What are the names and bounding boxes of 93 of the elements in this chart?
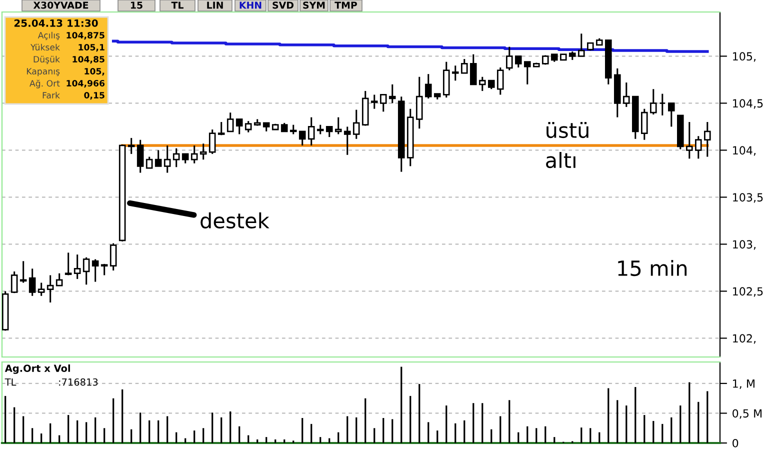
- candlestick: [659, 93, 666, 116]
- candlestick: [64, 252, 72, 276]
- y-tick-label: 0,5 M: [732, 409, 762, 419]
- candlestick: [388, 84, 396, 104]
- text: KHN: [240, 2, 262, 9]
- text: X30YVADE: [33, 2, 88, 9]
- y-tick-label: 104,: [733, 146, 756, 156]
- candlestick: [208, 128, 216, 155]
- candlestick: [622, 82, 630, 108]
- annotation: 104,85: [72, 56, 104, 64]
- y-tick-label: 102,5: [733, 287, 763, 297]
- candlestick: [236, 118, 243, 135]
- candlestick: [506, 46, 513, 72]
- annotation: 105,: [84, 68, 104, 76]
- candlestick: [154, 149, 162, 167]
- candlestick: [308, 116, 315, 146]
- y-tick-label: 1, M: [733, 380, 754, 389]
- candlestick: [695, 135, 702, 160]
- y-tick-label: 105,: [733, 52, 756, 62]
- candlestick: [20, 260, 27, 284]
- candlestick: [28, 268, 36, 297]
- annotation: Açılış: [38, 32, 60, 40]
- annotation: Yüksek: [30, 44, 60, 50]
- annotation: Ag.Ort x Vol: [4, 364, 70, 374]
- candlestick: [46, 274, 54, 304]
- candlestick: [316, 124, 324, 135]
- annotation: Fark: [42, 92, 60, 98]
- candlestick: [524, 61, 531, 86]
- candlestick: [460, 58, 468, 74]
- annotation: Düşük: [34, 56, 60, 64]
- candlestick: [10, 270, 18, 294]
- text: TL: [171, 2, 184, 9]
- candlestick: [146, 156, 153, 169]
- candlestick: [424, 73, 432, 100]
- candlestick: [514, 55, 522, 68]
- candlestick: [416, 76, 423, 130]
- candlestick: [704, 121, 711, 158]
- annotation: Ağ. Ort: [30, 80, 60, 88]
- y-tick-label: 103,: [733, 240, 756, 250]
- annotation: 0,15: [84, 92, 104, 100]
- annotation: :716813: [59, 378, 98, 386]
- text: 15: [130, 2, 142, 9]
- candlestick: [298, 130, 306, 146]
- annotation: 15 min: [618, 260, 687, 276]
- candlestick: [370, 94, 378, 110]
- annotation: 104,875: [66, 32, 104, 40]
- candlestick: [650, 88, 657, 116]
- annotation: 104,966: [66, 80, 105, 88]
- annotation: altı: [546, 152, 576, 168]
- candlestick: [200, 142, 207, 160]
- candlestick: [452, 64, 459, 82]
- candlestick: [470, 54, 477, 86]
- y-tick-label: 102,: [733, 334, 756, 344]
- candlestick: [74, 254, 81, 280]
- candlestick: [92, 258, 99, 283]
- candlestick: [38, 282, 45, 297]
- y-tick-label: 104,5: [733, 99, 763, 109]
- text: LIN: [207, 2, 223, 9]
- candlestick: [82, 256, 90, 286]
- candlestick: [334, 116, 342, 135]
- y-tick-label: 0: [732, 438, 738, 448]
- candlestick: [578, 32, 585, 57]
- annotation: TL: [4, 378, 16, 386]
- candlestick: [226, 112, 234, 132]
- candlestick: [326, 126, 333, 138]
- candlestick: [640, 108, 648, 141]
- candlestick: [478, 76, 486, 92]
- candlestick: [56, 272, 63, 286]
- candlestick: [110, 242, 117, 272]
- y-tick-label: 103,5: [733, 193, 763, 203]
- candlestick: [352, 109, 360, 140]
- candlestick: [136, 139, 144, 174]
- candlestick: [496, 66, 504, 96]
- candlestick: [668, 102, 675, 128]
- annotation: üstü: [546, 122, 588, 138]
- candlestick: [128, 137, 135, 155]
- candlestick: [344, 126, 351, 156]
- annotation: 105,1: [78, 44, 104, 52]
- candlestick: [290, 124, 297, 135]
- text: SVD: [272, 2, 294, 9]
- candlestick: [182, 153, 189, 164]
- candlestick: [164, 144, 171, 174]
- text: TMP: [334, 2, 357, 9]
- text: SYM: [303, 2, 325, 9]
- annotation: 25.04.13 11:30: [14, 19, 98, 27]
- annotation: Kapanış: [26, 68, 60, 76]
- candlestick: [380, 94, 387, 112]
- candlestick: [244, 120, 252, 134]
- annotation: destek: [200, 212, 270, 228]
- candlestick: [190, 144, 198, 164]
- candlestick: [686, 121, 693, 160]
- candlestick: [172, 148, 180, 168]
- candlestick: [218, 121, 225, 136]
